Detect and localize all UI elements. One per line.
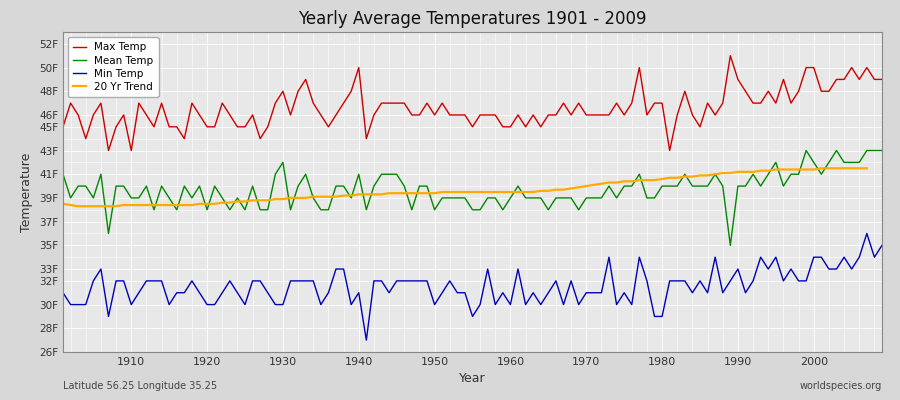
20 Yr Trend (778, 167, 788, 172)
Min Temp (877, 243, 887, 248)
Max Temp (604, 112, 615, 117)
Min Temp (505, 302, 516, 307)
Max Temp (104, 148, 114, 153)
20 Yr Trend (671, 175, 682, 180)
Max Temp (505, 124, 516, 129)
Min Temp (861, 231, 872, 236)
Min Temp (285, 278, 296, 283)
Line: Mean Temp: Mean Temp (63, 150, 882, 245)
Mean Temp (118, 184, 129, 188)
20 Yr Trend (308, 194, 319, 199)
Min Temp (118, 278, 129, 283)
20 Yr Trend (861, 166, 872, 171)
Y-axis label: Temperature: Temperature (21, 152, 33, 232)
Line: 20 Yr Trend: 20 Yr Trend (63, 168, 867, 206)
Max Temp (338, 101, 349, 106)
Mean Temp (505, 196, 516, 200)
Text: worldspecies.org: worldspecies.org (800, 381, 882, 391)
20 Yr Trend (710, 172, 721, 177)
Min Temp (58, 290, 68, 295)
20 Yr Trend (824, 166, 834, 171)
Max Temp (877, 77, 887, 82)
Mean Temp (330, 184, 341, 188)
Max Temp (724, 53, 735, 58)
Mean Temp (877, 148, 887, 153)
Mean Temp (596, 196, 607, 200)
Line: Max Temp: Max Temp (63, 56, 882, 150)
Max Temp (292, 89, 303, 94)
Mean Temp (724, 243, 735, 248)
Title: Yearly Average Temperatures 1901 - 2009: Yearly Average Temperatures 1901 - 2009 (298, 10, 647, 28)
Min Temp (513, 267, 524, 272)
X-axis label: Year: Year (459, 372, 486, 386)
20 Yr Trend (73, 204, 84, 209)
Mean Temp (498, 207, 508, 212)
Text: Latitude 56.25 Longitude 35.25: Latitude 56.25 Longitude 35.25 (63, 381, 217, 391)
Max Temp (58, 124, 68, 129)
Min Temp (361, 338, 372, 342)
Line: Min Temp: Min Temp (63, 234, 882, 340)
20 Yr Trend (58, 202, 68, 206)
20 Yr Trend (816, 166, 827, 171)
Max Temp (126, 148, 137, 153)
Legend: Max Temp, Mean Temp, Min Temp, 20 Yr Trend: Max Temp, Mean Temp, Min Temp, 20 Yr Tre… (68, 37, 158, 97)
Mean Temp (801, 148, 812, 153)
Mean Temp (285, 207, 296, 212)
Mean Temp (58, 172, 68, 177)
Min Temp (604, 255, 615, 260)
Min Temp (330, 267, 341, 272)
Max Temp (513, 112, 524, 117)
20 Yr Trend (634, 178, 644, 182)
